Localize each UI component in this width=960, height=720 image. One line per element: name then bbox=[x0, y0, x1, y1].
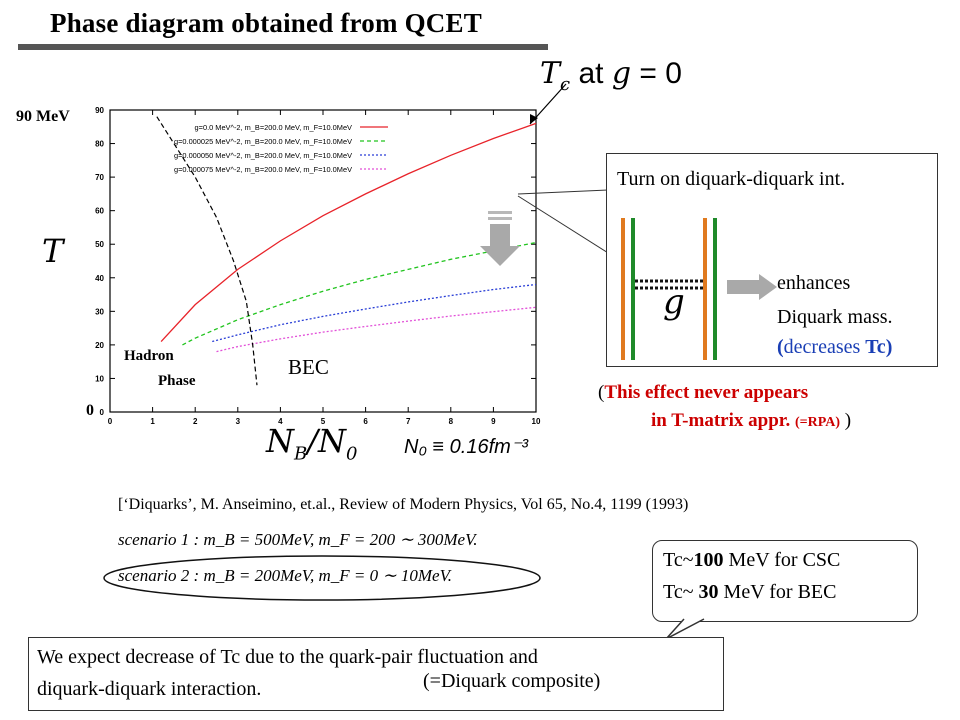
effect-note: (This effect never appears bbox=[598, 382, 809, 403]
y-tick-label: 90 bbox=[95, 106, 104, 115]
series-line-2 bbox=[182, 241, 537, 346]
legend-label-4: g=0.000075 MeV^-2, m_B=200.0 MeV, m_F=10… bbox=[174, 165, 352, 174]
series-line-1 bbox=[160, 122, 537, 342]
effect-note-line2: in T-matrix appr. (=RPA) ) bbox=[651, 410, 852, 431]
conclusion-line-2: diquark-diquark interaction. bbox=[37, 678, 262, 700]
series-line-3 bbox=[212, 283, 537, 343]
legend-label-3: g=0.000050 MeV^-2, m_B=200.0 MeV, m_F=10… bbox=[174, 151, 352, 160]
y-label-90-mev: 90 MeV bbox=[16, 108, 70, 125]
y-tick-label: 80 bbox=[95, 140, 104, 149]
y-tick-label: 60 bbox=[95, 207, 104, 216]
enhances-label: enhances bbox=[777, 272, 851, 294]
conclusion-line-3: (=Diquark composite) bbox=[423, 670, 601, 692]
g-pointer-line-1 bbox=[517, 189, 609, 195]
diquark-mass-label: Diquark mass. bbox=[777, 306, 893, 328]
scenario-2-highlight-ellipse bbox=[103, 555, 541, 601]
y-tick-label: 10 bbox=[95, 374, 104, 383]
x-tick-label: 2 bbox=[193, 417, 198, 426]
decreases-tc-label: (decreases Tc) bbox=[777, 336, 893, 358]
scenario-1: scenario 1 : m_B = 500MeV, m_F = 200 ∼ 3… bbox=[118, 530, 478, 549]
x-tick-label: 1 bbox=[150, 417, 155, 426]
down-arrow-bar-2 bbox=[488, 217, 512, 220]
x-tick-label: 10 bbox=[532, 417, 541, 426]
y-tick-label: 50 bbox=[95, 240, 104, 249]
y-tick-label: 70 bbox=[95, 173, 104, 182]
tc-bec-line: Tc~ 30 MeV for BEC bbox=[663, 581, 837, 603]
plot-frame bbox=[109, 109, 537, 413]
title-underline bbox=[18, 44, 548, 50]
x-tick-label: 4 bbox=[278, 417, 283, 426]
scenario-2: scenario 2 : m_B = 200MeV, m_F = 0 ∼ 10M… bbox=[118, 566, 453, 585]
phase-diagram-chart: 0 1 2 3 4 5 6 7 8 9 10 0 10 20 30 40 50 60 70 80 90 g=0.0 MeV… bbox=[95, 83, 663, 426]
x-tick-label: 9 bbox=[491, 417, 496, 426]
y-tick-label: 0 bbox=[100, 408, 105, 417]
interaction-diagram-box: Turn on diquark-diquark int. g enhances … bbox=[606, 153, 938, 367]
phase-boundary-line bbox=[156, 116, 258, 386]
y-tick-label: 30 bbox=[95, 307, 104, 316]
diagram-g-symbol: g bbox=[663, 282, 685, 322]
hadron-label: Hadron bbox=[124, 348, 174, 364]
down-arrow-bar-1 bbox=[488, 211, 512, 214]
arrow-right-icon bbox=[727, 274, 777, 300]
citation: [‘Diquarks’, M. Anseimino, et.al., Revie… bbox=[118, 496, 689, 513]
turn-on-label: Turn on diquark-diquark int. bbox=[617, 168, 846, 190]
tc-arrow-head-icon bbox=[530, 114, 538, 124]
y-tick-label: 40 bbox=[95, 274, 104, 283]
x-tick-label: 8 bbox=[449, 417, 454, 426]
down-arrow-icon bbox=[480, 224, 520, 266]
y-axis-symbol: T bbox=[42, 232, 64, 270]
x-tick-label: 0 bbox=[108, 417, 113, 426]
conclusion-box: We expect decrease of Tc due to the quar… bbox=[28, 637, 724, 711]
bec-label: BEC bbox=[288, 355, 329, 379]
y-tick-label: 20 bbox=[95, 341, 104, 350]
n0-definition: N₀ ≡ 0.16fm⁻³ bbox=[404, 436, 529, 458]
x-axis-symbol: NB/N0 bbox=[266, 422, 358, 465]
y-label-zero: 0 bbox=[86, 402, 94, 419]
x-tick-label: 3 bbox=[236, 417, 241, 426]
conclusion-line-1: We expect decrease of Tc due to the quar… bbox=[37, 646, 538, 668]
tc-csc-line: Tc~100 MeV for CSC bbox=[663, 549, 841, 571]
page-title: Phase diagram obtained from QCET bbox=[50, 8, 482, 38]
tc-values-callout: Tc~100 MeV for CSC Tc~ 30 MeV for BEC bbox=[652, 540, 918, 622]
x-tick-label: 5 bbox=[321, 417, 326, 426]
x-tick-label: 7 bbox=[406, 417, 411, 426]
legend-label-1: g=0.0 MeV^-2, m_B=200.0 MeV, m_F=10.0MeV bbox=[195, 123, 353, 132]
diquark-diagram bbox=[621, 218, 777, 360]
phase-label: Phase bbox=[158, 373, 196, 389]
x-tick-label: 6 bbox=[363, 417, 368, 426]
legend-label-2: g=0.000025 MeV^-2, m_B=200.0 MeV, m_F=10… bbox=[174, 137, 352, 146]
